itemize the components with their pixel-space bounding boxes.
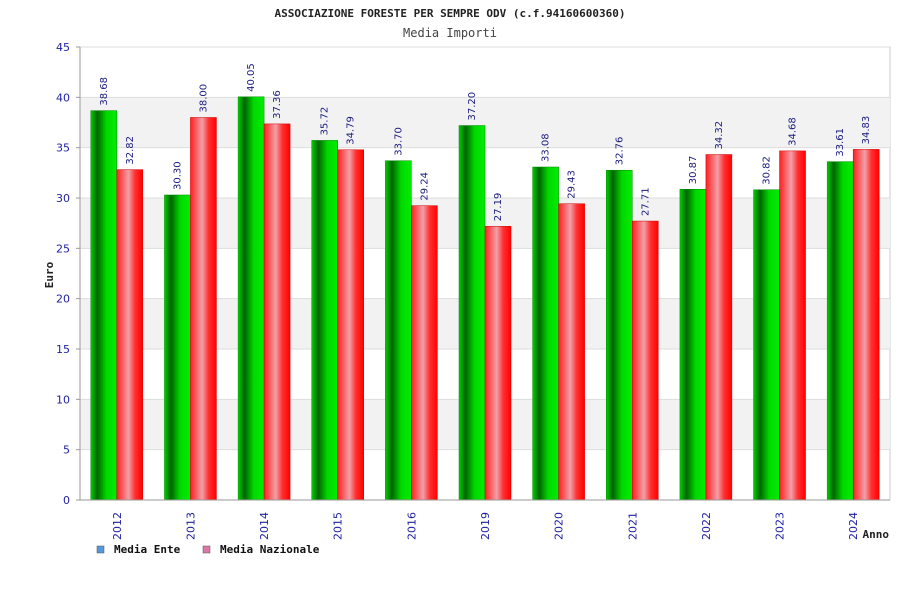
data-label-media-ente-2024: 33.61 <box>835 128 846 157</box>
bar-media-nazionale-2016 <box>411 205 438 501</box>
data-label-media-ente-2020: 33.08 <box>541 133 552 162</box>
data-label-media-ente-2012: 38.68 <box>99 77 110 106</box>
bar-media-nazionale-2023 <box>779 150 806 501</box>
data-label-media-nazionale-2021: 27.71 <box>640 187 651 216</box>
bar-media-nazionale-2014 <box>263 123 291 501</box>
data-label-media-ente-2016: 33.70 <box>393 127 404 156</box>
bar-media-nazionale-2021 <box>632 220 659 501</box>
y-tick-label: 10 <box>56 393 70 406</box>
x-tick-label-2021: 2021 <box>626 512 639 540</box>
bar-media-ente-2015 <box>311 140 338 501</box>
bar-media-nazionale-2013 <box>190 117 217 501</box>
data-label-media-nazionale-2023: 34.68 <box>788 117 799 146</box>
x-tick-label-2014: 2014 <box>258 512 271 540</box>
chart-subtitle: Media Importi <box>403 26 497 40</box>
y-tick-label: 15 <box>56 343 70 356</box>
data-label-media-ente-2021: 32.76 <box>614 137 625 166</box>
bars <box>90 96 880 501</box>
bar-media-nazionale-2015 <box>337 149 364 501</box>
y-tick-label: 25 <box>56 242 70 255</box>
x-tick-label-2022: 2022 <box>700 512 713 540</box>
x-tick-label-2015: 2015 <box>332 512 345 540</box>
y-tick-label: 0 <box>63 494 70 507</box>
data-label-media-nazionale-2012: 32.82 <box>125 136 136 165</box>
bar-media-ente-2021 <box>606 169 633 501</box>
x-tick-label-2012: 2012 <box>111 512 124 540</box>
bar-media-ente-2023 <box>753 189 780 501</box>
data-label-media-ente-2015: 35.72 <box>320 107 331 136</box>
chart-title: ASSOCIAZIONE FORESTE PER SEMPRE ODV (c.f… <box>275 7 626 20</box>
data-labels: 38.68 32.82 30.30 38.00 40.05 37.36 35.72 34.79… <box>99 63 872 221</box>
x-tick-label-2019: 2019 <box>479 512 492 540</box>
data-label-media-nazionale-2016: 29.24 <box>419 172 430 201</box>
x-axis-ticks: 2012 2013 2014 2015 2016 2019 2020 2021 2022 2023… <box>111 512 860 540</box>
bar-media-ente-2016 <box>385 160 412 501</box>
bar-media-nazionale-2012 <box>116 169 144 501</box>
bar-media-nazionale-2024 <box>852 149 880 501</box>
data-label-media-ente-2013: 30.30 <box>172 161 183 190</box>
legend-label-media-nazionale: Media Nazionale <box>220 543 320 556</box>
bar-media-ente-2014 <box>237 96 265 501</box>
data-label-media-ente-2022: 30.87 <box>688 156 699 185</box>
bar-media-nazionale-2020 <box>558 203 585 501</box>
bar-media-nazionale-2019 <box>484 226 512 501</box>
data-label-media-nazionale-2013: 38.00 <box>198 84 209 113</box>
bar-media-ente-2022 <box>679 188 707 501</box>
bar-media-ente-2012 <box>90 110 118 501</box>
data-label-media-nazionale-2024: 34.83 <box>861 116 872 145</box>
y-axis-label: Euro <box>43 261 56 288</box>
y-tick-label: 35 <box>56 142 70 155</box>
x-tick-label-2024: 2024 <box>847 512 860 540</box>
data-label-media-ente-2023: 30.82 <box>762 156 773 185</box>
x-tick-label-2020: 2020 <box>553 512 566 540</box>
y-axis-ticks: 0 5 10 15 20 25 30 35 40 45 <box>56 41 80 507</box>
x-tick-label-2023: 2023 <box>774 512 787 540</box>
bar-media-ente-2024 <box>826 161 854 501</box>
y-tick-label: 20 <box>56 293 70 306</box>
data-label-media-nazionale-2022: 34.32 <box>714 121 725 150</box>
bar-media-ente-2013 <box>164 194 191 501</box>
legend-label-media-ente: Media Ente <box>114 543 181 556</box>
bar-media-ente-2020 <box>532 166 559 501</box>
data-label-media-nazionale-2014: 37.36 <box>272 90 283 119</box>
y-tick-label: 45 <box>56 41 70 54</box>
bar-media-nazionale-2022 <box>705 154 733 501</box>
data-label-media-nazionale-2015: 34.79 <box>346 116 357 145</box>
y-tick-label: 5 <box>63 444 70 457</box>
data-label-media-nazionale-2019: 27.19 <box>493 193 504 222</box>
y-tick-label: 40 <box>56 91 70 104</box>
x-tick-label-2016: 2016 <box>405 512 418 540</box>
x-axis-label: Anno <box>863 528 890 541</box>
x-tick-label-2013: 2013 <box>184 512 197 540</box>
data-label-media-ente-2019: 37.20 <box>467 92 478 121</box>
data-label-media-nazionale-2020: 29.43 <box>567 170 578 199</box>
legend-swatch-media-ente <box>96 545 105 554</box>
y-tick-label: 30 <box>56 192 70 205</box>
legend-swatch-media-nazionale <box>202 545 211 554</box>
data-label-media-ente-2014: 40.05 <box>246 63 257 92</box>
bar-media-ente-2019 <box>458 125 486 501</box>
legend: Media Ente Media Nazionale <box>96 543 320 556</box>
